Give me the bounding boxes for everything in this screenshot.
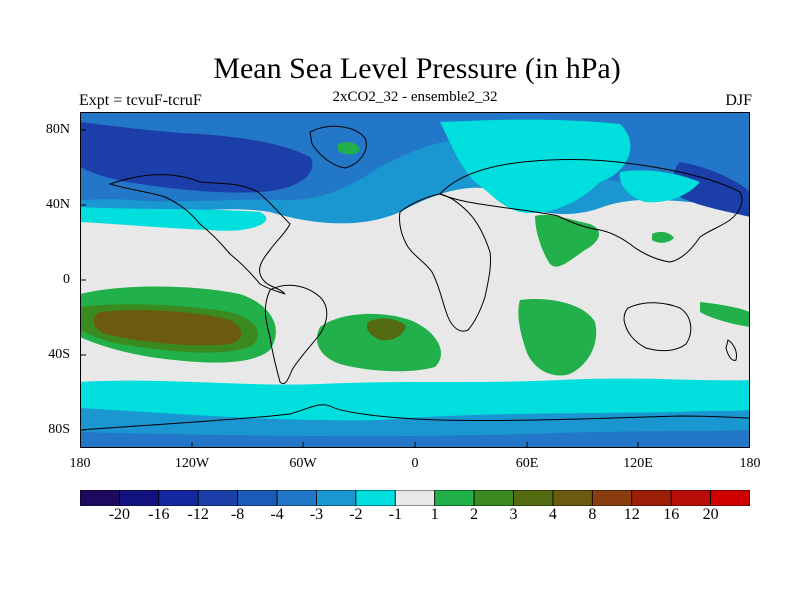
map-title: Mean Sea Level Pressure (in hPa) xyxy=(213,52,621,85)
lat-label-40s: 40S xyxy=(48,347,70,362)
lat-label-80n: 80N xyxy=(45,122,70,137)
experiment-label: Expt = tcvuF-tcruF xyxy=(79,92,202,109)
lat-label-40n: 40N xyxy=(45,197,70,212)
colorbar-swatch xyxy=(434,490,475,506)
lon-label-180w: 180 xyxy=(69,456,91,471)
colorbar-label: -12 xyxy=(187,506,209,523)
colorbar-swatch xyxy=(394,490,436,506)
lon-label-0: 0 xyxy=(411,456,419,471)
lat-label-80s: 80S xyxy=(48,422,70,437)
colorbar-swatch xyxy=(552,490,593,506)
colorbar-swatch xyxy=(237,490,278,506)
colorbar-label: 12 xyxy=(623,506,640,523)
tasman-green-patch xyxy=(700,302,750,327)
greenland-green-patch xyxy=(338,142,360,155)
colorbar-swatch xyxy=(80,490,120,506)
colorbar-swatch xyxy=(276,490,317,506)
colorbar-label: -1 xyxy=(388,506,402,523)
colorbar-label: 3 xyxy=(509,506,518,523)
antarctic-mid-blue-band xyxy=(80,430,750,448)
colorbar-label: -8 xyxy=(230,506,245,523)
lon-label-180e: 180 xyxy=(739,456,761,471)
colorbar-swatch xyxy=(631,490,672,506)
season-label: DJF xyxy=(725,92,752,109)
colorbar-label: -16 xyxy=(148,506,170,523)
colorbar-swatch xyxy=(355,490,396,506)
colorbar-label: 1 xyxy=(430,506,439,523)
india-green-region xyxy=(535,214,600,267)
lon-label-120w: 120W xyxy=(174,456,210,471)
west-pacific-green-patch xyxy=(652,231,674,243)
colorbar-swatch xyxy=(710,490,750,506)
colorbar-swatch xyxy=(158,490,199,506)
colorbar-label: -3 xyxy=(309,506,324,523)
eurasia-cyan-region xyxy=(440,119,631,213)
colorbar-label: 8 xyxy=(588,506,597,523)
colorbar-label: -20 xyxy=(108,506,131,523)
south-pacific-brown-region xyxy=(93,310,242,346)
lat-label-0: 0 xyxy=(63,272,70,287)
pressure-anomaly-map xyxy=(80,112,750,448)
south-atlantic-green-region xyxy=(316,313,441,372)
colorbar-swatch xyxy=(316,490,357,506)
north-pacific-cyan-region xyxy=(80,207,267,231)
lon-label-120e: 120E xyxy=(623,456,653,471)
east-asia-deep-blue-region xyxy=(673,162,750,217)
south-atlantic-olive-patch xyxy=(366,318,406,341)
colorbar xyxy=(80,490,750,506)
colorbar-label: 16 xyxy=(663,506,680,523)
lon-label-60w: 60W xyxy=(289,456,317,471)
colorbar-swatch xyxy=(197,490,239,506)
colorbar-swatch xyxy=(591,490,633,506)
colorbar-label: -4 xyxy=(270,506,284,523)
colorbar-label: -2 xyxy=(349,506,363,523)
colorbar-swatch xyxy=(119,490,160,506)
lon-label-60e: 60E xyxy=(515,456,539,471)
colorbar-swatch xyxy=(513,490,554,506)
colorbar-label: 20 xyxy=(702,506,719,523)
axis-ticks xyxy=(80,129,639,448)
siberia-cyan-region xyxy=(619,170,700,203)
coastlines xyxy=(80,125,750,431)
north-america-deep-blue-region xyxy=(80,122,313,193)
colorbar-swatch xyxy=(670,490,711,506)
indian-ocean-green-region xyxy=(518,298,597,376)
ensemble-label: 2xCO2_32 - ensemble2_32 xyxy=(332,89,498,105)
colorbar-label: 4 xyxy=(548,506,557,523)
colorbar-label: 2 xyxy=(470,506,479,523)
colorbar-swatch xyxy=(473,490,514,506)
